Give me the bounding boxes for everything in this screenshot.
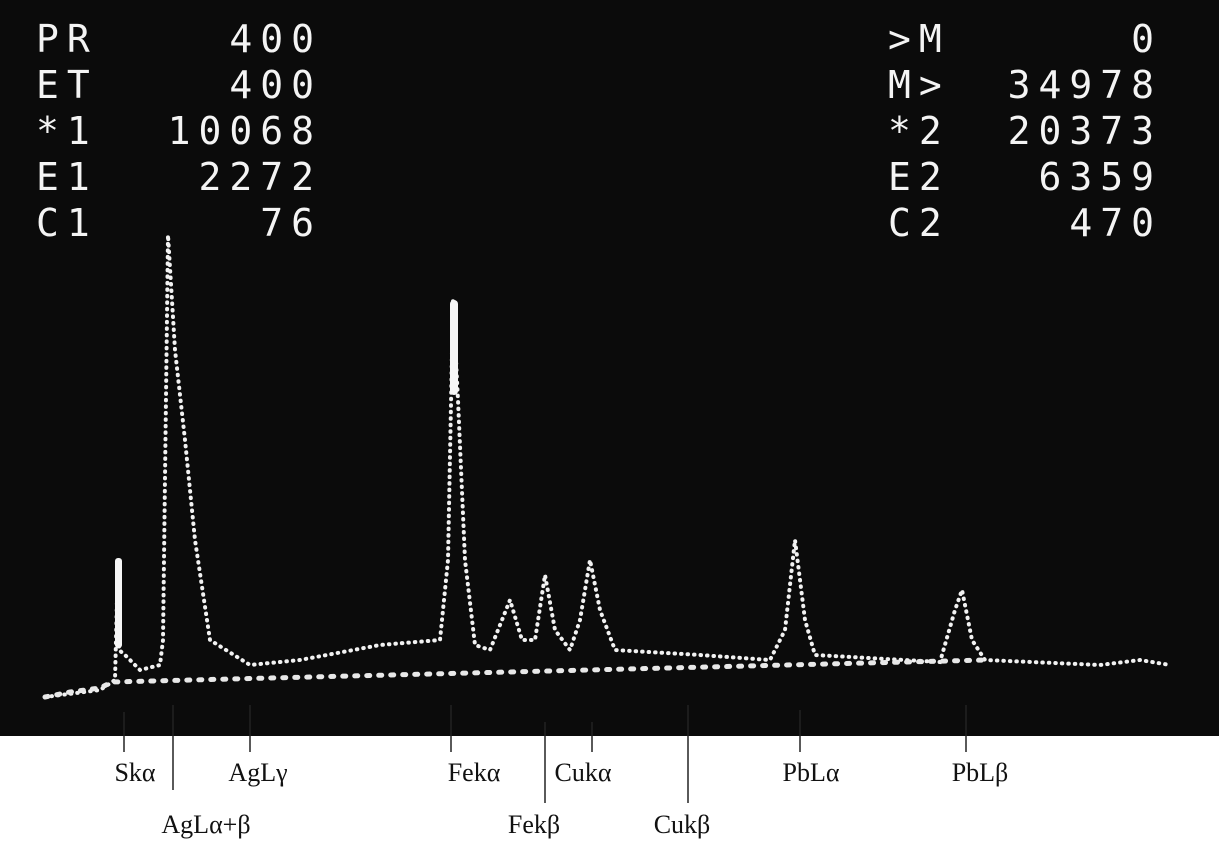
readout-key: E2 [888, 155, 950, 199]
readout-value: 2272 [198, 155, 322, 199]
readout-key: E1 [36, 155, 98, 199]
readout-key: ET [36, 63, 98, 107]
readout-key: *2 [888, 109, 950, 153]
readout-value: 20373 [1008, 109, 1162, 153]
peak-label: PbLα [783, 758, 840, 787]
page: PR 400 ET 400 *1 10068 E1 2272 C1 76 >M … [0, 0, 1219, 841]
peak-labels: Skα AgLα+β AgLγ Fekα Fekβ Cukα Cukβ PbLα… [114, 758, 1008, 839]
peak-label: Cukβ [654, 810, 711, 839]
readout-key: PR [36, 17, 98, 61]
peak-label: Fekα [448, 758, 501, 787]
peak-label: Cukα [555, 758, 612, 787]
readout-value: 10068 [168, 109, 322, 153]
fe-peak-bar [450, 300, 458, 395]
readout-key: C2 [888, 201, 950, 245]
readout-value: 6359 [1038, 155, 1162, 199]
peak-label: AgLα+β [161, 810, 250, 839]
peak-label: Skα [114, 758, 155, 787]
peak-label: Fekβ [508, 810, 560, 839]
readout-value: 76 [260, 201, 322, 245]
readout-key: *1 [36, 109, 98, 153]
readout-value: 34978 [1008, 63, 1162, 107]
peak-label: PbLβ [952, 758, 1009, 787]
readout-value: 0 [1131, 17, 1162, 61]
readout-value: 400 [229, 17, 322, 61]
readout-value: 470 [1069, 201, 1162, 245]
readout-value: 400 [229, 63, 322, 107]
readout-key: >M [888, 17, 950, 61]
readout-key: C1 [36, 201, 98, 245]
screen-photo: PR 400 ET 400 *1 10068 E1 2272 C1 76 >M … [0, 0, 1219, 841]
readout-key: M> [888, 63, 950, 107]
peak-label: AgLγ [228, 758, 287, 787]
sk-peak-bar [115, 558, 122, 648]
